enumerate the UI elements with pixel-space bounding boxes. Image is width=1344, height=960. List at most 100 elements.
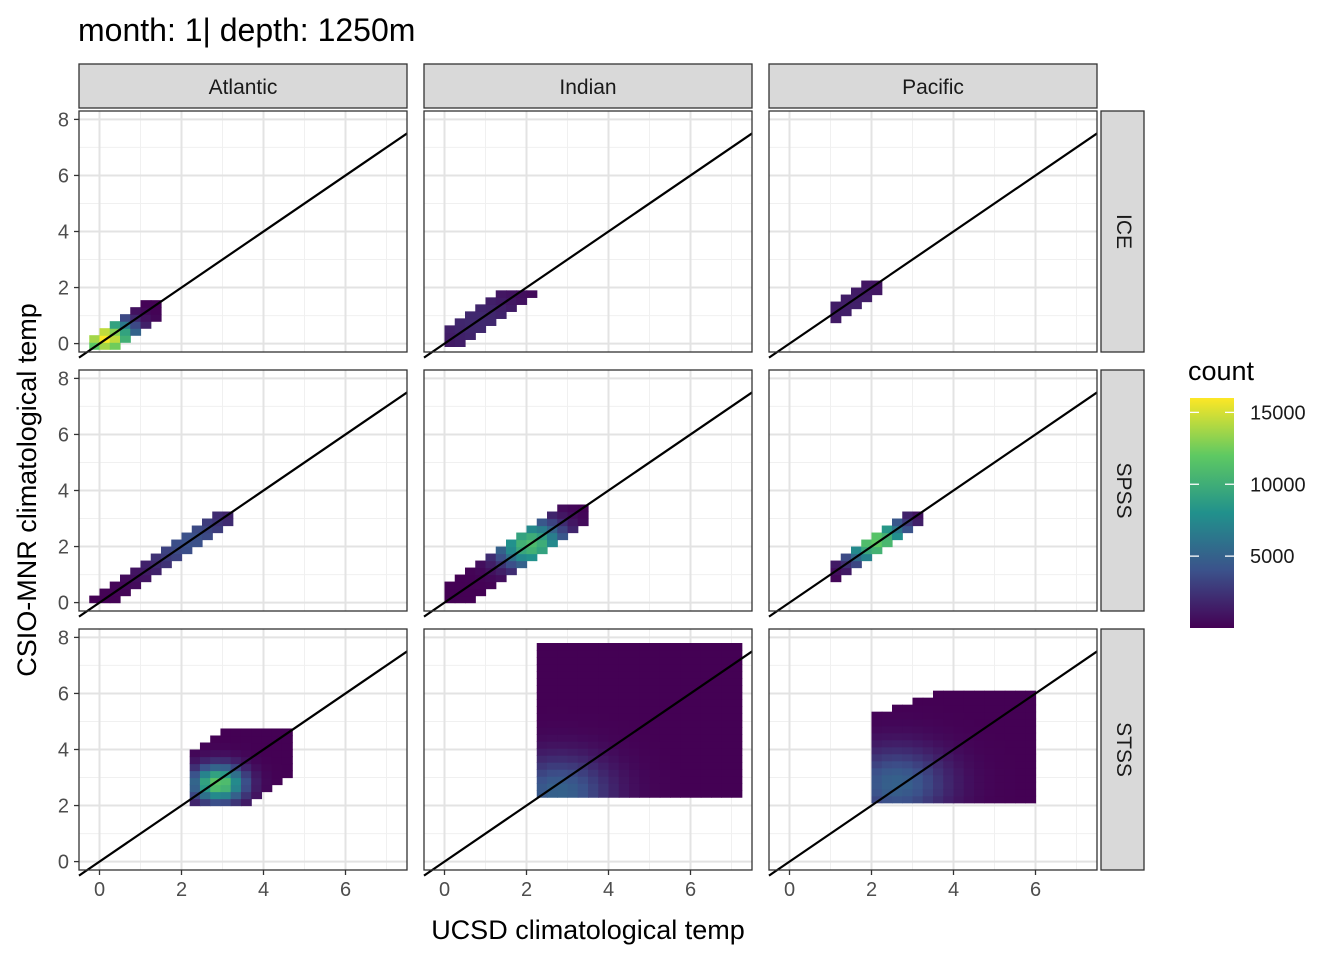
heatmap-bin [189,798,201,807]
heatmap-bin [984,718,996,727]
heatmap-bin [690,643,702,651]
heatmap-bin [830,574,842,583]
heatmap-bin [618,657,630,665]
heatmap-bin [1015,746,1026,755]
heatmap-bin [953,718,965,727]
heatmap-bin [984,739,996,748]
heatmap-bin [618,685,630,693]
heatmap-bin [608,671,620,679]
reference-line [423,650,753,877]
heatmap-bin [892,767,903,776]
heatmap-bin [516,539,528,548]
heatmap-bin [963,795,975,804]
heatmap-bin [639,692,651,700]
heatmap-bin [721,706,733,714]
heatmap-bin [536,518,548,527]
heatmap-bin [210,798,222,807]
heatmap-bin [721,734,733,742]
heatmap-bin [711,706,722,714]
heatmap-bin [670,776,681,784]
heatmap-bin [577,748,589,756]
heatmap-bin [680,776,692,784]
heatmap-bin [598,790,610,798]
heatmap-bin [230,770,242,779]
heatmap-bin [953,760,965,769]
heatmap-bin [577,692,589,700]
heatmap-bin [1025,690,1037,699]
heatmap-bin [536,713,548,721]
heatmap-bin [721,748,733,756]
facet-strip-atlantic: Atlantic [78,63,408,109]
y-tick-label: 2 [58,278,69,300]
heatmap-bin [639,741,651,749]
heatmap-bin [1025,753,1037,762]
heatmap-bin [680,671,692,679]
heatmap-bin [240,763,252,772]
heatmap-bin [659,748,671,756]
heatmap-bin [933,781,944,790]
heatmap-bin [974,690,985,699]
heatmap-bin [649,664,661,672]
heatmap-bin [618,720,630,728]
heatmap-bin [690,790,702,798]
x-tick-label: 0 [439,879,450,901]
heatmap-bin [994,767,1006,776]
heatmap-bin [475,560,487,569]
heatmap-bin [608,734,620,742]
heatmap-bin [557,748,569,756]
heatmap-bin [588,734,599,742]
heatmap-bin [881,725,893,734]
heatmap-bin [871,546,883,555]
legend-tick-label: 5000 [1250,546,1295,568]
heatmap-bin [659,650,671,658]
heatmap-bin [567,713,579,721]
heatmap-bin [943,760,955,769]
heatmap-bin [629,678,640,686]
heatmap-bin [567,790,579,798]
heatmap-bin [251,777,263,786]
heatmap-bin [994,725,1006,734]
heatmap-bin [557,685,569,693]
heatmap-bin [974,746,985,755]
heatmap-bin [109,321,121,329]
heatmap-bin [851,287,862,296]
heatmap-bin [912,753,924,762]
heatmap-bin [588,748,599,756]
heatmap-bin [618,650,630,658]
heatmap-bin [892,774,903,783]
legend-tick-label: 15000 [1250,402,1306,424]
heatmap-bin [618,678,630,686]
y-tick-label: 0 [58,334,69,356]
x-tick-label: 6 [1030,879,1041,901]
heatmap-bin [130,567,142,576]
panel-atlantic-ice: 0 2 4 6 8 [58,109,408,359]
heatmap-bin [547,650,558,658]
heatmap-bin [953,711,965,720]
heatmap-bin [659,776,671,784]
heatmap-bin [1025,704,1037,713]
heatmap-bin [639,678,651,686]
heatmap-bin [670,685,681,693]
heatmap-bin [1015,774,1026,783]
heatmap-bin [1004,718,1016,727]
heatmap-bin [1025,795,1037,804]
heatmap-bin [922,760,934,769]
heatmap-bin [210,784,222,793]
heatmap-bin [109,595,121,604]
heatmap-bin [963,781,975,790]
heatmap-bin [984,795,996,804]
heatmap-bin [639,783,651,791]
heatmap-bin [629,720,640,728]
heatmap-bin [943,697,955,706]
heatmap-bin [230,798,242,807]
heatmap-bin [851,301,862,310]
heatmap-bin [830,301,842,310]
heatmap-bin [536,748,548,756]
heatmap-bin [547,790,558,798]
heatmap-bin [588,650,599,658]
heatmap-bin [912,760,924,769]
heatmap-bin [1025,718,1037,727]
heatmap-bin [649,720,661,728]
facet-strip-pacific: Pacific [768,63,1098,109]
heatmap-bin [526,546,538,555]
